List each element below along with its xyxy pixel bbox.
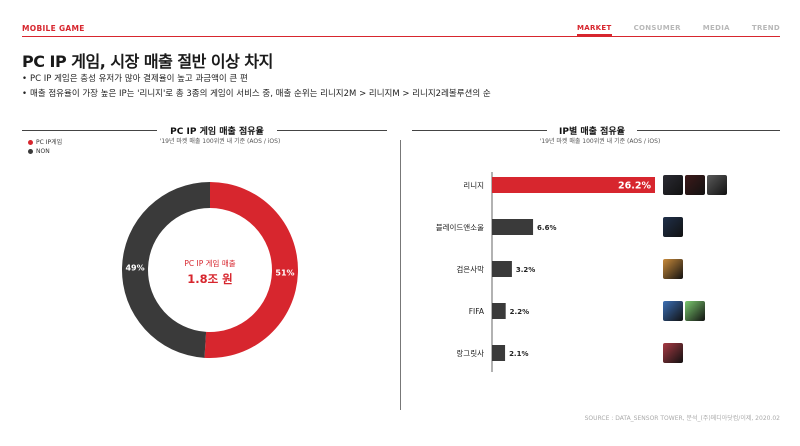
bar-2 <box>492 261 512 277</box>
bar-category-label: 리니지 <box>463 181 484 190</box>
right-title-rule-right <box>637 130 780 131</box>
legend-item-non: NON <box>28 147 62 156</box>
bar-0 <box>492 177 655 193</box>
nav-item-media[interactable]: MEDIA <box>702 24 730 32</box>
bar-category-label: 블레이드앤소울 <box>436 222 484 232</box>
legend-label: NON <box>36 148 50 155</box>
donut-center-caption: PC IP 게임 매출 <box>184 259 236 268</box>
game-thumbnail-image <box>685 175 705 195</box>
bar-category-label: 검은사막 <box>456 264 484 274</box>
game-thumbnail-image <box>663 343 683 363</box>
bar-1 <box>492 219 534 235</box>
donut-center-label: PC IP 게임 매출 1.8조 원 <box>140 258 280 287</box>
summary-bullet: PC IP 게임은 충성 유저가 많아 결제율이 높고 과금액이 큰 편 <box>22 72 491 87</box>
game-thumbnail-image <box>707 175 727 195</box>
bar-3 <box>492 303 506 319</box>
legend-swatch <box>28 149 33 154</box>
header-divider <box>22 36 780 37</box>
legend-swatch <box>28 140 33 145</box>
source-note: SOURCE : DATA_SENSOR TOWER, 분석_(주)메디아닷컴/… <box>584 415 780 422</box>
bar-category-label: FIFA <box>469 307 485 316</box>
left-panel-note: '19년 마켓 매출 100위권 내 기준 (AOS / iOS) <box>159 138 281 145</box>
bar-value-label: 2.2% <box>510 308 529 316</box>
nav-item-market[interactable]: MARKET <box>577 24 612 36</box>
game-thumbnail-image <box>663 175 683 195</box>
section-nav: MARKET CONSUMER MEDIA TREND <box>555 24 780 36</box>
bar-value-label: 2.1% <box>509 350 528 358</box>
summary-bullet: 매출 점유율이 가장 높은 IP는 '리니지'로 총 3종의 게임이 서비스 중… <box>22 87 491 102</box>
left-title-rule-left <box>22 130 157 131</box>
right-panel-title: IP별 매출 점유율 <box>559 127 625 137</box>
right-panel-note: '19년 마켓 매출 100위권 내 기준 (AOS / iOS) <box>539 138 661 145</box>
top-bar: MOBILE GAME MARKET CONSUMER MEDIA TREND <box>0 0 800 40</box>
bar-value-label: 6.6% <box>537 224 556 232</box>
game-thumbnail-image <box>663 217 683 237</box>
bar-value-label: 3.2% <box>516 266 535 274</box>
brand-label: MOBILE GAME <box>22 24 85 33</box>
left-panel-title: PC IP 게임 매출 점유율 <box>170 127 264 137</box>
panel-divider <box>400 140 401 410</box>
page-title: PC IP 게임, 시장 매출 절반 이상 차지 <box>22 52 273 71</box>
bar-category-label: 랑그릿사 <box>456 348 484 358</box>
nav-item-consumer[interactable]: CONSUMER <box>633 24 681 32</box>
right-title-rule-left <box>412 130 547 131</box>
legend-label: PC IP게임 <box>36 139 63 146</box>
pie-legend: PC IP게임 NON <box>28 138 62 156</box>
legend-item-pc-ip: PC IP게임 <box>28 138 62 147</box>
game-thumbnail-image <box>663 259 683 279</box>
game-thumbnail-image <box>663 301 683 321</box>
left-title-rule-right <box>277 130 387 131</box>
bar-value-label: 26.2% <box>618 181 651 192</box>
summary-bullets: PC IP 게임은 충성 유저가 많아 결제율이 높고 과금액이 큰 편 매출 … <box>22 72 491 102</box>
donut-center-total: 1.8조 원 <box>187 272 233 286</box>
nav-item-trend[interactable]: TREND <box>751 24 780 32</box>
game-thumbnail-image <box>685 301 705 321</box>
bar-4 <box>492 345 506 361</box>
